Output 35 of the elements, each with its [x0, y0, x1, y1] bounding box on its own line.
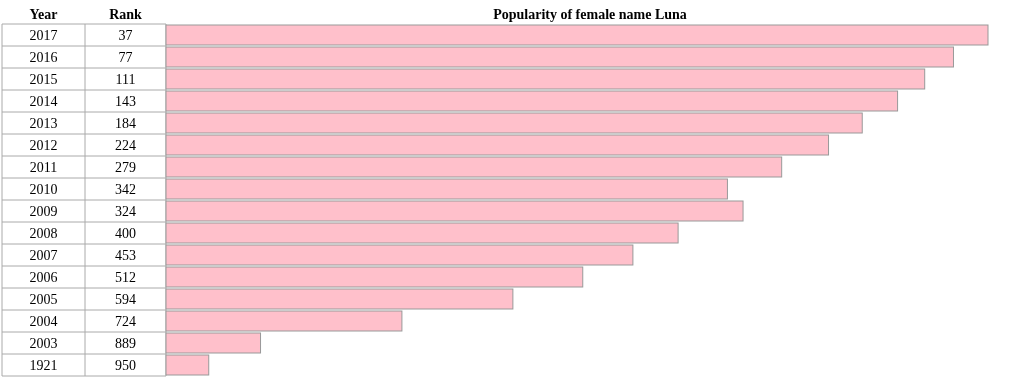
text: 889	[115, 336, 136, 351]
y-tick-label: 2013	[29, 116, 58, 131]
y-tick-label: 2009	[29, 204, 58, 219]
chart-title: Popularity of female name Luna	[493, 7, 687, 22]
text: 224	[115, 138, 136, 153]
text: 594	[115, 292, 136, 307]
y-tick-label: 2011	[29, 160, 58, 175]
text: 77	[118, 50, 133, 65]
y-tick-label: 2016	[29, 50, 58, 65]
y-tick-label: 2012	[29, 138, 58, 153]
y-tick-label: 2010	[29, 182, 58, 197]
text: 279	[115, 160, 136, 175]
text: 37	[118, 28, 133, 43]
y-tick-label: 2005	[29, 292, 58, 307]
text: 342	[115, 182, 136, 197]
y-tick-label: 2007	[29, 248, 58, 263]
text: 512	[115, 270, 136, 285]
y-tick-label: 2004	[29, 314, 58, 329]
y-tick-label: 2008	[29, 226, 58, 241]
y-axis-title: Year	[29, 7, 58, 22]
y-tick-label: 2015	[29, 72, 58, 87]
y-tick-label: 2014	[29, 94, 58, 109]
y-tick-label: 2017	[29, 28, 58, 43]
text: 453	[115, 248, 136, 263]
text: 400	[115, 226, 136, 241]
y-tick-label: 2006	[29, 270, 58, 285]
text: 184	[115, 116, 136, 131]
y-tick-label: 2003	[29, 336, 58, 351]
text: 143	[115, 94, 136, 109]
x-axis-title: Rank	[109, 7, 143, 22]
text: 111	[115, 72, 136, 87]
text: 324	[115, 204, 136, 219]
y-tick-label: 1921	[29, 358, 58, 373]
text: 724	[115, 314, 136, 329]
text: 950	[115, 358, 136, 373]
